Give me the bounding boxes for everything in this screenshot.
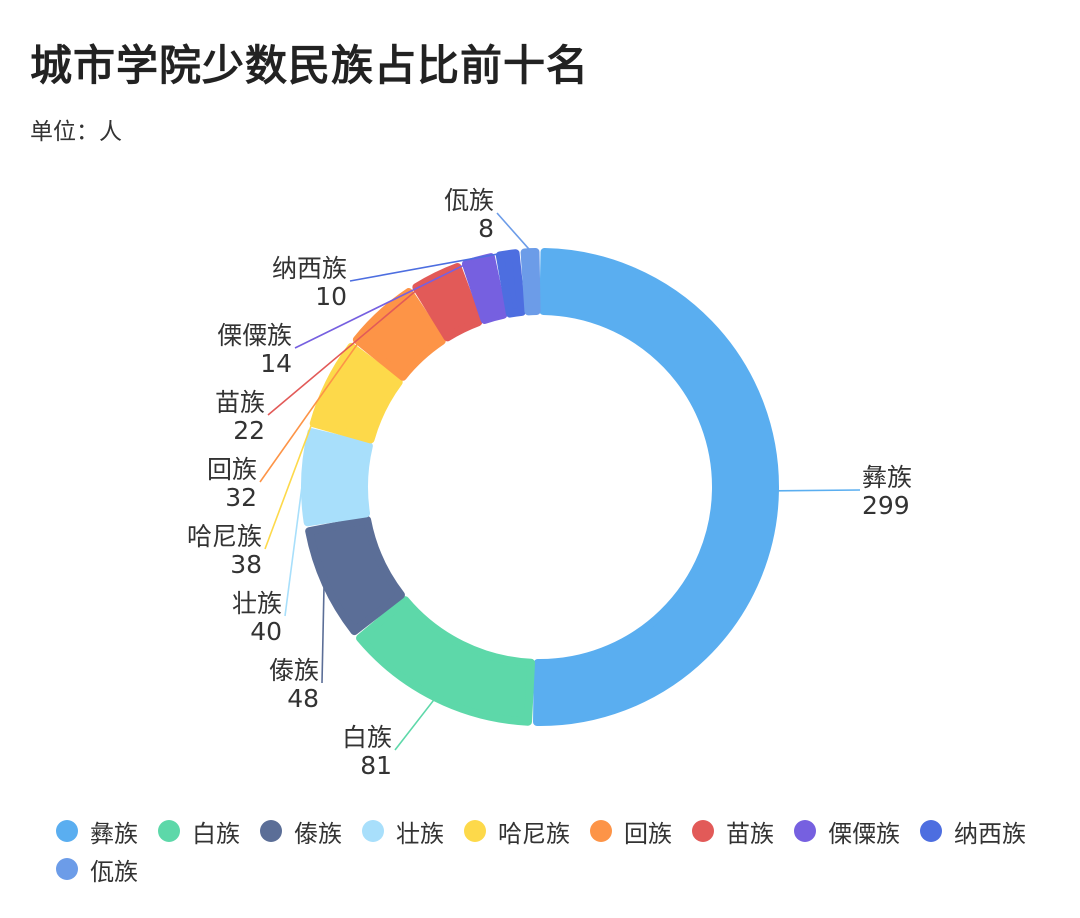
slice-label-name: 苗族: [215, 388, 265, 417]
slice-label-name: 回族: [207, 455, 257, 484]
slice-label-value: 22: [233, 416, 265, 445]
slice-纳西族[interactable]: [495, 249, 526, 318]
legend-marker: [464, 820, 486, 842]
slice-label-value: 38: [230, 550, 262, 579]
slice-label-value: 32: [225, 483, 257, 512]
legend-item[interactable]: 哈尼族: [464, 818, 570, 848]
legend-label: 哈尼族: [498, 819, 570, 848]
leader-line-彝族: [776, 489, 861, 492]
legend-item[interactable]: 傈僳族: [794, 818, 900, 848]
legend-label: 傈僳族: [828, 819, 900, 848]
slice-佤族[interactable]: [520, 248, 541, 316]
slice-哈尼族[interactable]: [309, 342, 403, 444]
slice-白族[interactable]: [356, 596, 536, 726]
legend-item[interactable]: 傣族: [260, 818, 342, 848]
legend-marker: [794, 820, 816, 842]
slice-label-name: 傣族: [269, 656, 319, 685]
legend-label: 佤族: [90, 857, 138, 886]
leader-line-回族: [259, 311, 381, 483]
leader-line-纳西族: [349, 251, 508, 282]
slice-label-name: 傈僳族: [217, 321, 292, 350]
slice-傈僳族[interactable]: [461, 253, 508, 324]
legend-marker: [56, 820, 78, 842]
legend-label: 壮族: [396, 819, 444, 848]
leader-line-白族: [394, 698, 436, 751]
legend-item[interactable]: 苗族: [692, 818, 774, 848]
slice-label-value: 299: [862, 491, 910, 520]
slice-label-name: 哈尼族: [187, 522, 262, 551]
legend-item[interactable]: 纳西族: [920, 818, 1026, 848]
slice-label-value: 48: [287, 684, 319, 713]
legend-marker: [692, 820, 714, 842]
legend-item[interactable]: 回族: [590, 818, 672, 848]
leader-line-傣族: [321, 584, 325, 684]
legend-label: 白族: [192, 819, 240, 848]
legend-label: 纳西族: [954, 819, 1026, 848]
leader-line-壮族: [284, 476, 305, 617]
slice-label-name: 纳西族: [272, 254, 347, 283]
slice-label-value: 8: [478, 214, 494, 243]
leader-line-哈尼族: [264, 382, 329, 550]
legend-marker: [260, 820, 282, 842]
legend-label: 傣族: [294, 819, 342, 848]
slice-label-value: 81: [360, 751, 392, 780]
legend-label: 回族: [624, 819, 672, 848]
legend-item[interactable]: 彝族: [56, 818, 138, 848]
slice-傣族[interactable]: [305, 516, 405, 636]
leader-line-苗族: [267, 273, 437, 416]
slice-label-name: 彝族: [862, 463, 912, 492]
slice-label-value: 10: [315, 282, 347, 311]
slice-壮族[interactable]: [301, 428, 373, 527]
legend-item[interactable]: 佤族: [56, 856, 138, 886]
slice-label-name: 白族: [342, 723, 392, 752]
slice-label-value: 40: [250, 617, 282, 646]
legend-marker: [590, 820, 612, 842]
leader-line-佤族: [496, 212, 531, 251]
legend-marker: [56, 858, 78, 880]
slice-label-name: 佤族: [444, 186, 494, 215]
leader-line-傈僳族: [294, 257, 479, 349]
slice-label-value: 14: [260, 349, 292, 378]
legend-label: 彝族: [90, 819, 138, 848]
unit-label: 单位：人: [30, 119, 122, 145]
chart-title: 城市学院少数民族占比前十名: [30, 41, 590, 90]
slice-彝族[interactable]: [533, 248, 779, 726]
legend-item[interactable]: 白族: [158, 818, 240, 848]
legend-label: 苗族: [726, 819, 774, 848]
slice-label-name: 壮族: [232, 589, 282, 618]
legend-item[interactable]: 壮族: [362, 818, 444, 848]
legend: 彝族 白族 傣族 壮族 哈尼族 回族 苗族 傈僳族 纳西族佤族: [56, 818, 1066, 886]
legend-marker: [158, 820, 180, 842]
legend-marker: [362, 820, 384, 842]
legend-marker: [920, 820, 942, 842]
